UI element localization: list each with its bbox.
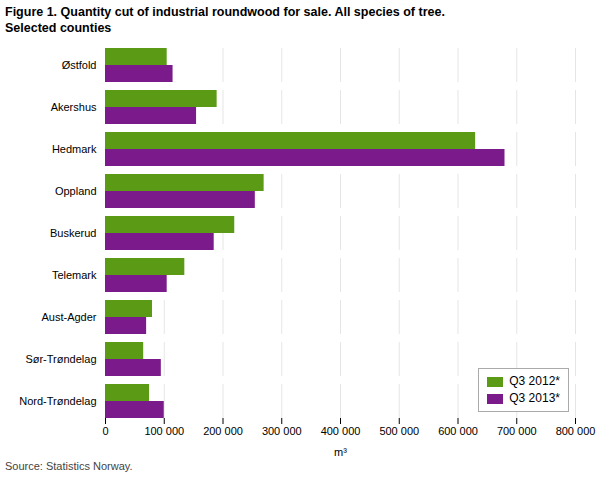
svg-text:m³: m³ <box>334 446 347 458</box>
svg-text:700 000: 700 000 <box>497 425 537 437</box>
svg-text:Østfold: Østfold <box>62 59 97 71</box>
html-text:Selected counties: Selected counties <box>5 21 112 35</box>
svg-text:400 000: 400 000 <box>321 425 361 437</box>
svg-text:0: 0 <box>102 425 108 437</box>
svg-text:Telemark: Telemark <box>52 269 97 281</box>
svg-text:Nord-Trøndelag: Nord-Trøndelag <box>19 395 96 407</box>
html-text:Q3 2013*: Q3 2013* <box>509 391 560 405</box>
svg-text:Aust-Agder: Aust-Agder <box>41 311 96 323</box>
html-text:Source: Statistics Norway.: Source: Statistics Norway. <box>5 460 133 472</box>
svg-text:300 000: 300 000 <box>262 425 302 437</box>
svg-text:Oppland: Oppland <box>55 185 97 197</box>
svg-text:100 000: 100 000 <box>144 425 184 437</box>
svg-text:500 000: 500 000 <box>379 425 419 437</box>
svg-text:600 000: 600 000 <box>438 425 478 437</box>
html-text:Q3 2012*: Q3 2012* <box>509 374 560 388</box>
svg-text:200 000: 200 000 <box>203 425 243 437</box>
svg-text:Buskerud: Buskerud <box>50 227 96 239</box>
svg-text:800 000: 800 000 <box>556 425 596 437</box>
html-text:Figure 1. Quantity cut of indu: Figure 1. Quantity cut of industrial rou… <box>5 5 445 19</box>
svg-text:Sør-Trøndelag: Sør-Trøndelag <box>25 353 96 365</box>
svg-text:Hedmark: Hedmark <box>52 143 97 155</box>
svg-text:Akershus: Akershus <box>51 101 97 113</box>
